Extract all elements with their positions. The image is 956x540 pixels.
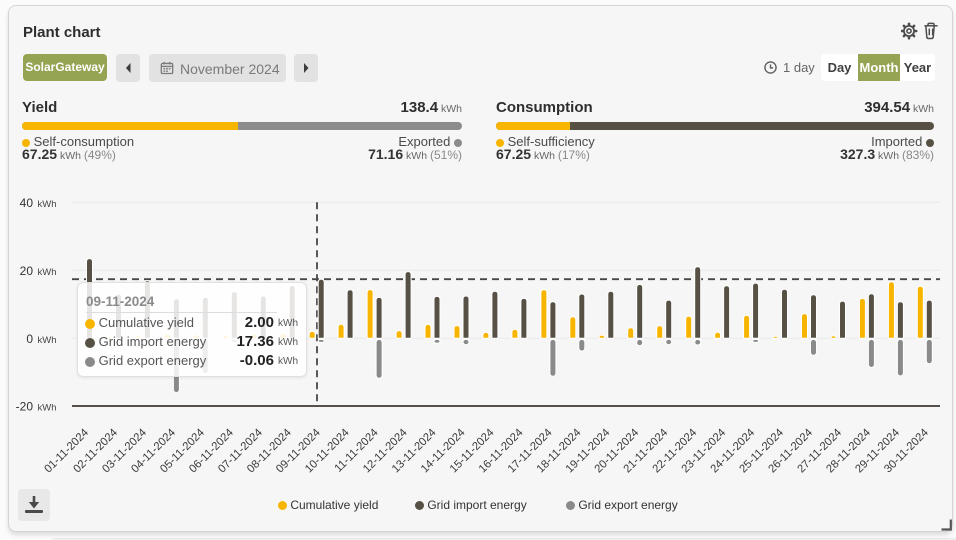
svg-text:0: 0 (26, 332, 33, 346)
svg-text:kWh: kWh (38, 199, 57, 210)
svg-text:20: 20 (20, 264, 34, 278)
svg-text:40: 40 (20, 196, 34, 210)
svg-text:kWh: kWh (38, 335, 57, 346)
svg-text:kWh: kWh (38, 267, 57, 278)
svg-text:-20: -20 (16, 400, 34, 414)
svg-text:kWh: kWh (38, 403, 57, 414)
